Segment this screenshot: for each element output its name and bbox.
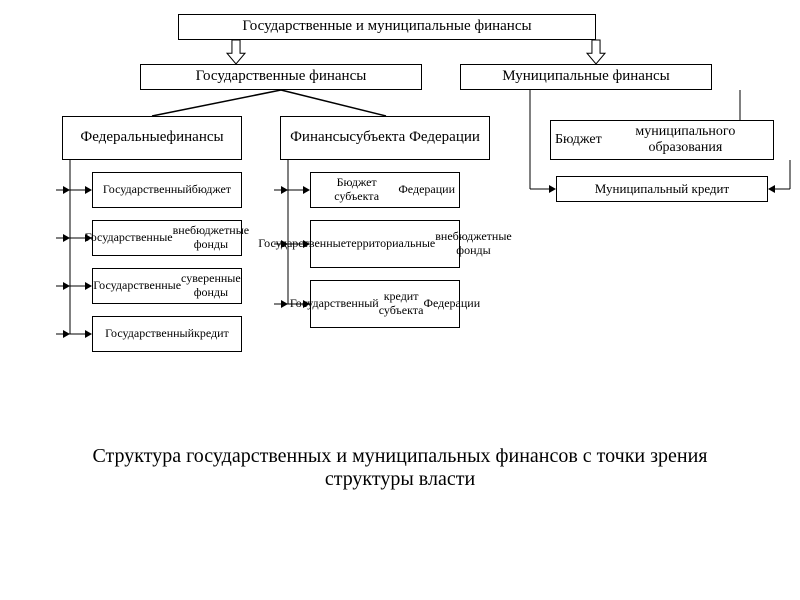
node-root: Государственные и муниципальные финансы [178,14,596,40]
node-fed: Федеральныефинансы [62,116,242,160]
diagram-stage: Государственные и муниципальные финансы Г… [0,0,800,600]
node-fed4: Государственныйкредит [92,316,242,352]
diagram-caption: Структура государственных и муниципальны… [60,445,740,491]
node-gov: Государственные финансы [140,64,422,90]
node-fed2: Государственныевнебюджетные фонды [92,220,242,256]
node-fed1: Государственныйбюджет [92,172,242,208]
node-mun2: Муниципальный кредит [556,176,768,202]
node-subj: Финансысубъекта Федерации [280,116,490,160]
node-mun: Муниципальные финансы [460,64,712,90]
node-subj1: Бюджет субъектаФедерации [310,172,460,208]
node-fed3: Государственныесуверенные фонды [92,268,242,304]
node-mun1: Бюджетмуниципального образования [550,120,774,160]
node-subj2: Государственныетерриториальныевнебюджетн… [310,220,460,268]
node-subj3: Государственныйкредит субъектаФедерации [310,280,460,328]
